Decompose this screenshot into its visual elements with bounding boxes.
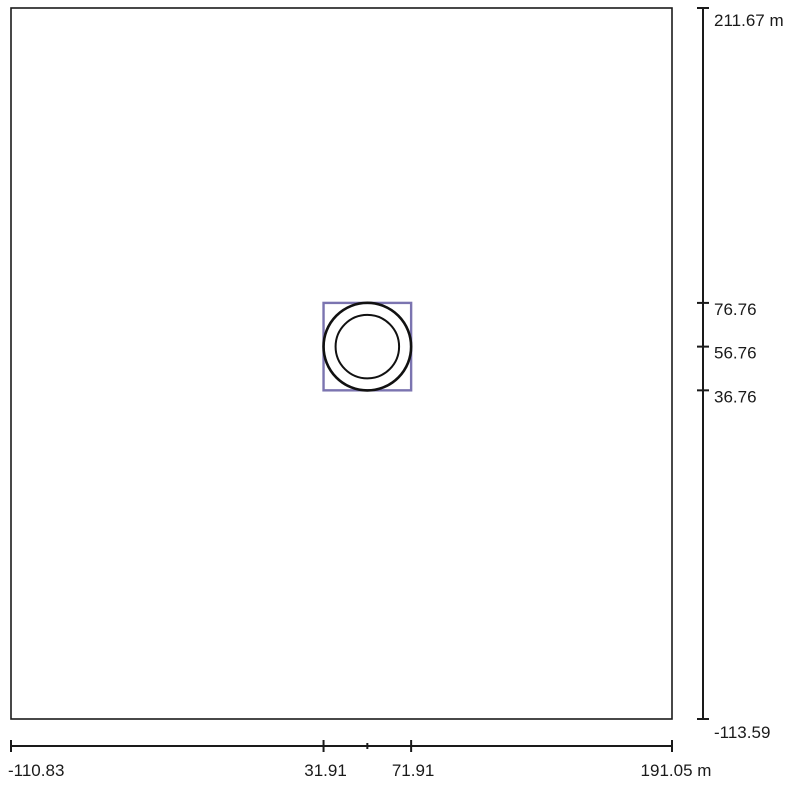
plan-frame bbox=[10, 7, 673, 720]
x-axis-tick-label: 191.05 m bbox=[641, 761, 712, 780]
y-axis-tick-label: -113.59 bbox=[714, 723, 770, 742]
x-axis: -110.83 31.91 71.91 191.05 m bbox=[8, 740, 711, 780]
y-axis: 211.67 m 76.76 56.76 36.76 -113.59 bbox=[697, 7, 784, 742]
x-axis-tick-label: 71.91 bbox=[392, 761, 435, 780]
outer-ring-circle bbox=[322, 301, 413, 392]
y-axis-tick-label: 76.76 bbox=[714, 300, 757, 319]
x-axis-tick-label: -110.83 bbox=[8, 761, 64, 780]
y-axis-tick-label: 56.76 bbox=[714, 344, 757, 363]
y-axis-tick-label: 211.67 m bbox=[714, 11, 784, 30]
x-axis-tick-label: 31.91 bbox=[304, 761, 347, 780]
inner-ring-circle bbox=[334, 313, 401, 380]
site-objects bbox=[322, 301, 413, 392]
y-axis-tick-label: 36.76 bbox=[714, 387, 757, 406]
